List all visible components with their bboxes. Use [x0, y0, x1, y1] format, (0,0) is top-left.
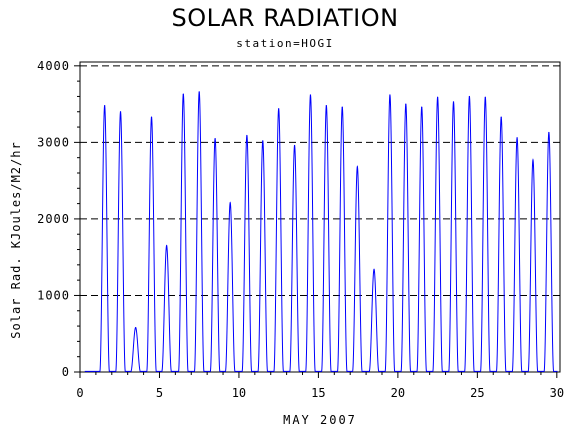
peak-point-day-3.5	[135, 327, 137, 329]
peak-point-day-12.5	[278, 108, 280, 110]
axes: 0 1000 2000 3000 4000 0 5 10 15 20 25 30	[37, 59, 564, 400]
peak-point-day-7.5	[198, 91, 200, 93]
peak-point-day-25.5	[484, 96, 486, 98]
x-axis-label: MAY 2007	[283, 413, 357, 427]
y-tick-label-3000: 3000	[37, 135, 70, 149]
x-tick-label-10: 10	[232, 386, 246, 400]
peak-point-day-21.5	[421, 106, 423, 108]
x-tick-label-25: 25	[470, 386, 484, 400]
peak-point-day-10.5	[246, 134, 248, 137]
x-tick-label-5: 5	[156, 386, 163, 400]
peak-point-day-29.5	[548, 131, 550, 134]
peak-point-day-6.5	[182, 93, 184, 95]
x-tick-label-0: 0	[76, 386, 83, 400]
peak-point-day-2.55	[119, 111, 122, 113]
y-axis-label: Solar Rad. KJoules/M2/hr	[9, 141, 23, 338]
y-tick-label-1000: 1000	[37, 288, 70, 302]
peak-point-day-9.45	[229, 202, 231, 204]
peak-point-day-11.5	[262, 140, 264, 142]
peak-point-day-14.5	[309, 94, 312, 96]
x-tick-label-15: 15	[311, 386, 325, 400]
peak-point-day-13.5	[293, 144, 296, 147]
peak-point-day-27.5	[516, 137, 518, 139]
y-tick-label-2000: 2000	[37, 212, 70, 226]
peak-point-day-5.45	[166, 245, 168, 247]
series-solar-radiation	[84, 91, 558, 372]
x-tick-label-30: 30	[550, 386, 564, 400]
chart-subtitle: station=HOGI	[236, 37, 334, 50]
series-line	[84, 91, 558, 372]
peak-point-day-8.5	[214, 137, 216, 140]
peak-point-day-17.45	[356, 166, 358, 168]
y-tick-label-4000: 4000	[37, 59, 70, 73]
peak-point-day-23.5	[452, 101, 455, 103]
peak-point-day-22.5	[437, 96, 439, 98]
peak-point-day-1.55	[104, 105, 106, 107]
peak-point-day-19.5	[389, 94, 391, 96]
x-tick-label-20: 20	[391, 386, 405, 400]
peak-point-day-15.5	[325, 105, 327, 107]
peak-point-day-24.5	[468, 95, 471, 98]
y-tick-label-0: 0	[62, 365, 70, 379]
grid-lines	[80, 65, 560, 373]
peak-point-day-18.5	[373, 268, 375, 271]
peak-point-day-16.5	[341, 106, 343, 108]
peak-point-day-20.5	[405, 103, 407, 105]
chart-title: SOLAR RADIATION	[171, 4, 399, 32]
peak-point-day-26.5	[500, 116, 502, 118]
peak-point-day-28.5	[532, 159, 534, 161]
plot-frame	[79, 61, 561, 373]
peak-point-day-4.5	[150, 116, 153, 118]
